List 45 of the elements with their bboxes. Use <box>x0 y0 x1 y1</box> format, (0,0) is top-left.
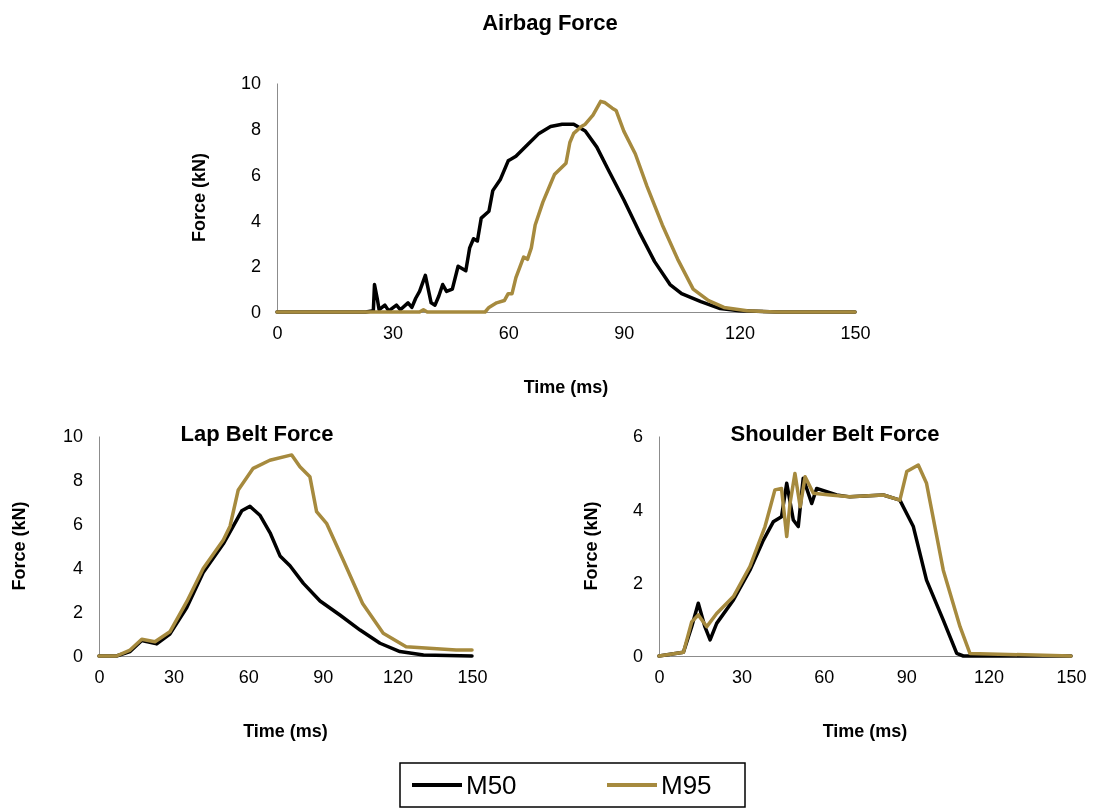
y-axis-title: Force (kN) <box>189 152 209 243</box>
x-tick-label: 30 <box>164 666 185 687</box>
x-tick-label: 120 <box>382 666 413 687</box>
y-tick-label: 0 <box>72 646 83 667</box>
y-tick-label: 0 <box>250 302 261 323</box>
x-tick-label: 120 <box>974 666 1005 687</box>
y-tick-label: 4 <box>250 210 261 231</box>
y-tick-label: 6 <box>250 164 261 185</box>
x-tick-label: 120 <box>724 322 755 343</box>
x-tick-label: 60 <box>238 666 259 687</box>
x-tick-label: 60 <box>498 322 519 343</box>
chart-title: Shoulder Belt Force <box>730 421 940 446</box>
x-tick-label: 90 <box>896 666 917 687</box>
y-tick-label: 8 <box>250 119 261 140</box>
x-tick-label: 150 <box>457 666 488 687</box>
y-tick-label: 6 <box>72 514 83 535</box>
y-tick-label: 4 <box>632 499 643 520</box>
x-axis-title: Time (ms) <box>243 721 328 741</box>
legend-label: M95 <box>661 770 712 800</box>
x-axis-title: Time (ms) <box>822 721 908 741</box>
y-tick-label: 0 <box>632 646 643 667</box>
y-tick-label: 6 <box>632 426 643 447</box>
x-tick-label: 90 <box>313 666 334 687</box>
legend-label: M50 <box>466 770 517 800</box>
x-tick-label: 150 <box>1056 666 1087 687</box>
x-tick-label: 30 <box>383 322 404 343</box>
y-tick-label: 2 <box>72 602 83 623</box>
x-tick-label: 150 <box>840 322 871 343</box>
chart-title: Airbag Force <box>482 10 618 35</box>
y-tick-label: 2 <box>250 256 261 277</box>
x-tick-label: 0 <box>272 322 283 343</box>
x-tick-label: 90 <box>614 322 635 343</box>
y-axis-title: Force (kN) <box>9 501 29 591</box>
chart-title: Lap Belt Force <box>180 421 334 446</box>
y-tick-label: 4 <box>72 558 83 579</box>
x-axis-title: Time (ms) <box>523 377 609 397</box>
x-tick-label: 0 <box>94 666 105 687</box>
x-tick-label: 60 <box>814 666 835 687</box>
y-tick-label: 10 <box>62 426 83 447</box>
y-tick-label: 2 <box>632 572 643 593</box>
x-tick-label: 30 <box>731 666 752 687</box>
y-tick-label: 8 <box>72 470 83 491</box>
x-tick-label: 0 <box>654 666 665 687</box>
y-tick-label: 10 <box>240 73 261 94</box>
y-axis-title: Force (kN) <box>581 501 601 591</box>
